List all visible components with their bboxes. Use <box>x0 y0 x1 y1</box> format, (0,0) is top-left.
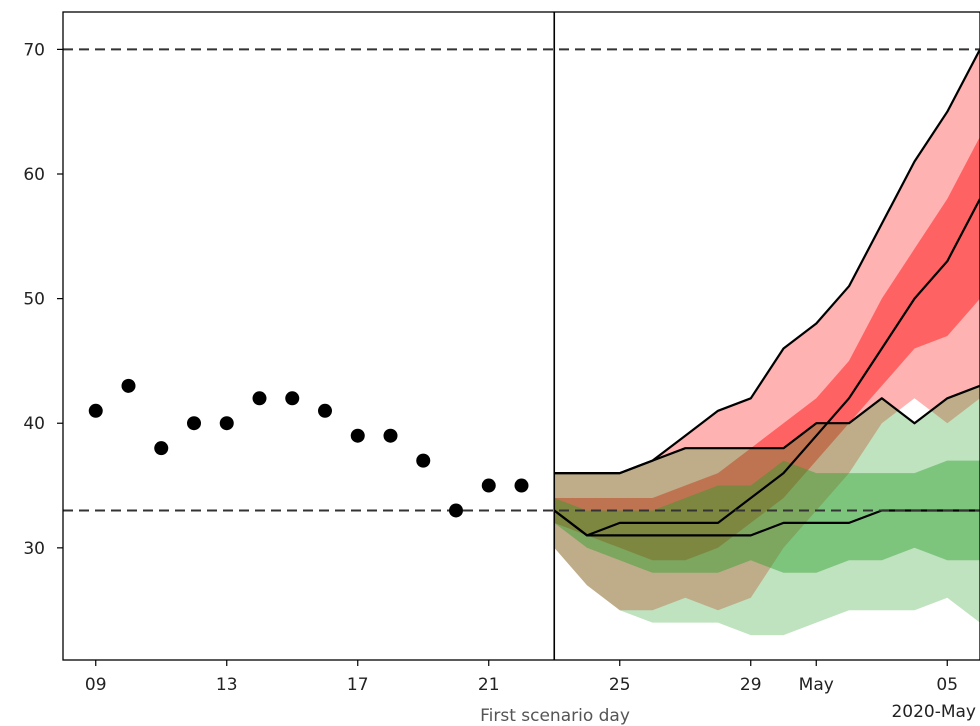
scenario-medians <box>553 48 980 537</box>
scenario-bands <box>554 49 980 636</box>
y-tick-label: 50 <box>23 290 45 310</box>
y-tick-label: 70 <box>23 40 45 60</box>
data-point <box>416 453 431 468</box>
x-tick-label: 05 <box>936 675 958 695</box>
data-point <box>88 403 103 418</box>
plot-frame <box>62 11 980 661</box>
x-axis-offset-label: 2020-May <box>891 702 976 722</box>
x-tick-label: 25 <box>609 675 631 695</box>
data-point <box>383 428 398 443</box>
scenario-1-outer-band <box>554 49 980 611</box>
data-point <box>514 478 529 493</box>
observed-points <box>88 378 529 518</box>
data-point <box>350 428 365 443</box>
x-tick-label: 17 <box>347 675 369 695</box>
scenario-2-median-line <box>553 509 980 537</box>
data-point <box>219 416 234 431</box>
data-point <box>187 416 201 431</box>
data-point <box>121 378 136 393</box>
y-tick-label: 40 <box>23 414 45 434</box>
reference-lines <box>63 12 980 660</box>
x-tick-label: May <box>799 675 834 695</box>
scenario-1-inner-band <box>554 136 980 561</box>
data-point <box>318 403 332 418</box>
scenario-1-median-line <box>553 198 980 537</box>
data-point <box>481 478 496 493</box>
data-point <box>154 441 169 456</box>
x-tick-label: 09 <box>85 675 107 695</box>
y-tick-label: 60 <box>23 165 45 185</box>
data-point <box>252 391 267 406</box>
y-axis-ticks: 30 40 50 60 70 <box>23 40 63 559</box>
scenario-2-inner-band <box>554 460 980 573</box>
x-axis-label: First scenario day <box>480 706 630 726</box>
scenario-2-upper-edge-line <box>554 384 980 475</box>
x-tick-label: 13 <box>216 675 238 695</box>
data-point <box>449 503 463 518</box>
x-tick-label: 29 <box>740 675 762 695</box>
y-tick-label: 30 <box>23 539 45 559</box>
x-axis-ticks: 09 13 17 21 25 29 May 05 <box>85 660 958 695</box>
x-tick-label: 21 <box>478 675 500 695</box>
data-point <box>285 391 300 406</box>
